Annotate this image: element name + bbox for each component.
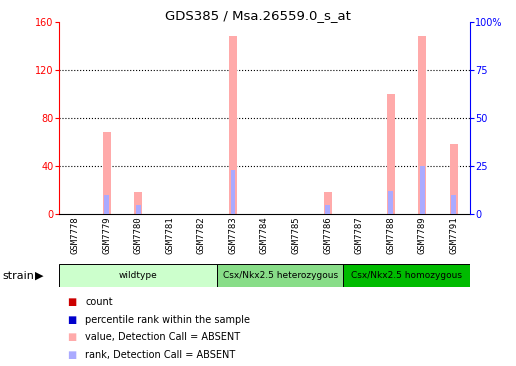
Text: count: count [85,297,113,307]
Bar [420,166,425,214]
Text: GSM7783: GSM7783 [229,217,237,254]
Text: strain: strain [3,270,35,281]
Text: ■: ■ [67,332,76,342]
Text: GSM7781: GSM7781 [165,217,174,254]
Text: GSM7785: GSM7785 [292,217,300,254]
Bar [418,36,426,214]
Bar [104,195,109,214]
Text: wildtype: wildtype [119,271,157,280]
Text: GSM7782: GSM7782 [197,217,206,254]
Bar [325,205,330,214]
Text: Csx/Nkx2.5 heterozygous: Csx/Nkx2.5 heterozygous [223,271,338,280]
Text: value, Detection Call = ABSENT: value, Detection Call = ABSENT [85,332,240,342]
Text: rank, Detection Call = ABSENT: rank, Detection Call = ABSENT [85,350,235,360]
Text: ■: ■ [67,314,76,325]
Bar [217,264,343,287]
Bar [103,132,110,214]
Text: GSM7780: GSM7780 [134,217,143,254]
Bar [452,195,456,214]
Bar [134,193,142,214]
Text: GSM7787: GSM7787 [354,217,364,254]
Bar [324,193,331,214]
Bar [389,191,393,214]
Bar [343,264,470,287]
Bar [231,170,235,214]
Text: GSM7784: GSM7784 [260,217,269,254]
Text: GSM7779: GSM7779 [102,217,111,254]
Text: GSM7786: GSM7786 [323,217,332,254]
Text: ■: ■ [67,297,76,307]
Text: ■: ■ [67,350,76,360]
Bar [59,264,217,287]
Text: percentile rank within the sample: percentile rank within the sample [85,314,250,325]
Text: Csx/Nkx2.5 homozygous: Csx/Nkx2.5 homozygous [351,271,462,280]
Bar [450,145,458,214]
Bar [386,94,395,214]
Text: GSM7788: GSM7788 [386,217,395,254]
Text: GSM7789: GSM7789 [418,217,427,254]
Text: GSM7778: GSM7778 [71,217,79,254]
Bar [229,36,237,214]
Text: GDS385 / Msa.26559.0_s_at: GDS385 / Msa.26559.0_s_at [165,9,351,22]
Text: GSM7791: GSM7791 [449,217,458,254]
Text: ▶: ▶ [35,270,43,281]
Bar [136,205,140,214]
